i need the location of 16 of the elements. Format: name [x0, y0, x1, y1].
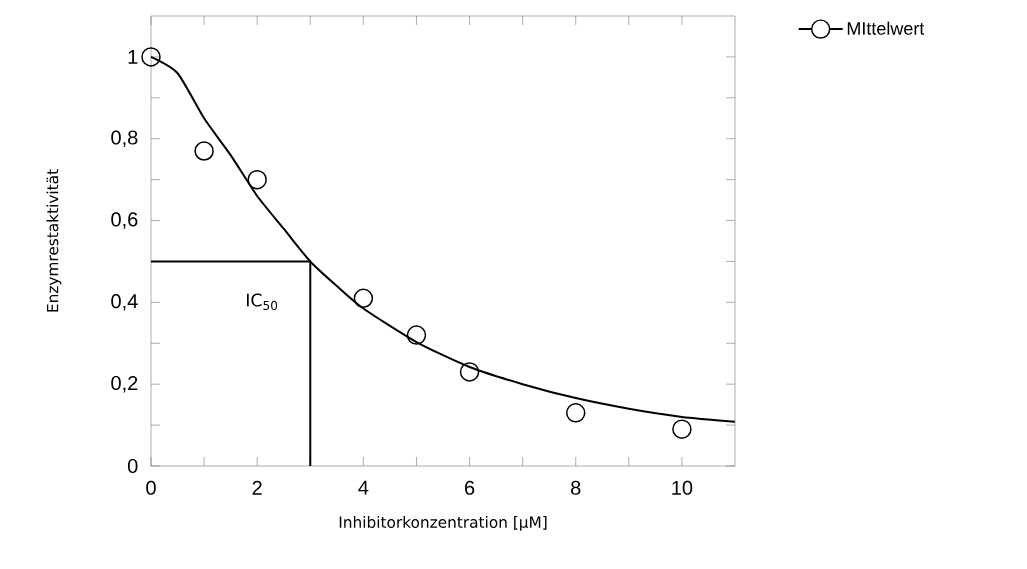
x-tick-label: 8: [571, 480, 581, 495]
x-tick-label: 10: [672, 480, 693, 495]
y-tick-label: 0: [127, 458, 138, 474]
x-tick-label: 2: [252, 480, 262, 495]
y-tick-label: 0,2: [111, 375, 138, 393]
y-tick-label: 0,6: [111, 212, 138, 229]
annotation: IC$_{50}$: [247, 293, 278, 311]
y-axis-title: Enzymrestaktivität: [46, 169, 62, 312]
legend-label: MIttelwert: [847, 21, 925, 35]
y-tick-label: 1: [128, 50, 138, 64]
x-tick-label: 6: [465, 480, 475, 495]
y-tick-label: 0,4: [111, 294, 138, 311]
x-tick-label: 4: [358, 480, 369, 495]
x-tick-label: 0: [146, 480, 156, 495]
x-axis-title: Inhibitorkonzentration [µM]: [339, 516, 547, 531]
y-tick-label: 0,8: [111, 130, 138, 147]
